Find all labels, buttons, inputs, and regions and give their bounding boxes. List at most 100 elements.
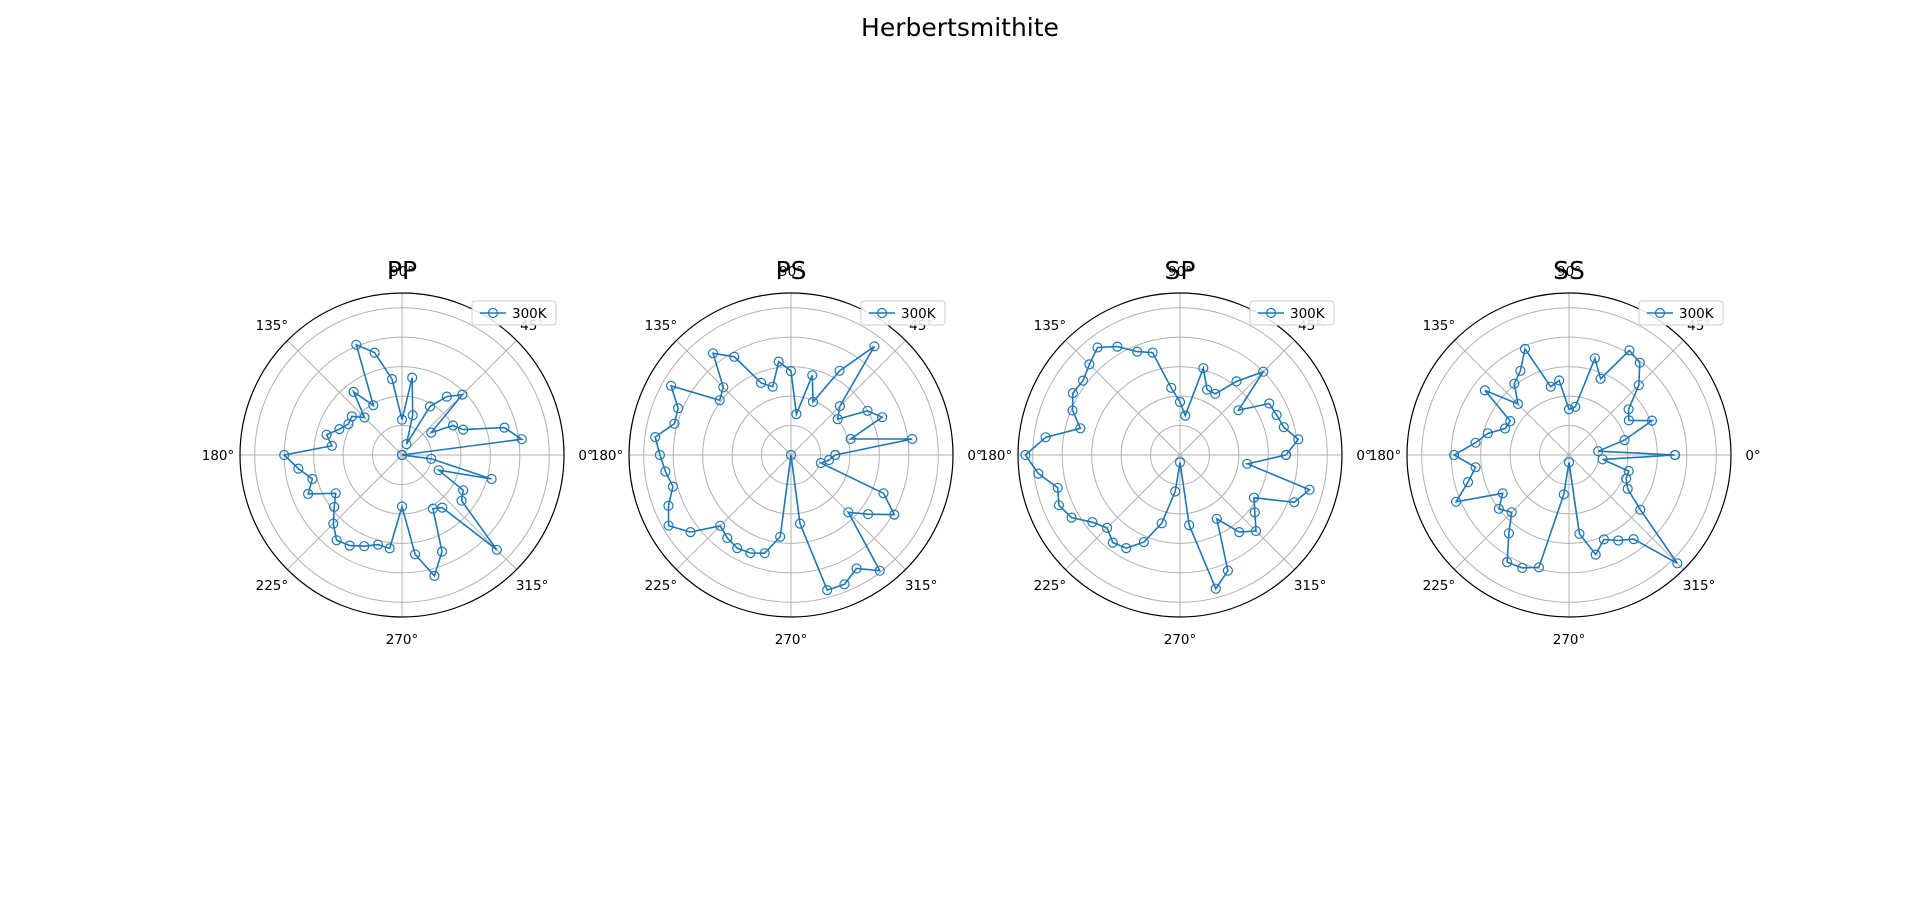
data-point <box>745 547 756 559</box>
theta-tick-label: 0° <box>1745 448 1760 464</box>
data-point <box>1280 449 1292 461</box>
data-point <box>1493 503 1505 514</box>
theta-tick-label: 180° <box>591 448 624 464</box>
data-point <box>1231 376 1242 387</box>
theta-grid-line-225 <box>676 454 792 570</box>
data-point <box>1067 405 1078 416</box>
theta-grid-line-45 <box>790 340 906 456</box>
data-point <box>834 401 846 412</box>
data-point <box>410 549 421 560</box>
data-point <box>1512 398 1524 410</box>
data-point <box>667 481 679 492</box>
data-point <box>1138 536 1150 548</box>
data-point <box>1087 517 1098 528</box>
data-point <box>1450 496 1462 507</box>
theta-tick-label: 90° <box>390 264 414 280</box>
data-point <box>396 414 408 425</box>
data-point <box>1184 519 1195 531</box>
data-point <box>1620 473 1632 484</box>
data-point <box>1293 434 1304 445</box>
data-point <box>369 347 380 358</box>
data-point <box>889 509 900 520</box>
data-point <box>343 419 354 430</box>
data-point <box>1092 342 1103 353</box>
data-point <box>1646 415 1658 426</box>
data-point <box>767 381 778 392</box>
data-point <box>785 366 797 377</box>
data-point <box>1628 533 1639 545</box>
data-point <box>878 488 889 499</box>
data-point <box>1517 562 1528 574</box>
data-point <box>293 463 304 474</box>
theta-grid-line-135 <box>287 340 403 456</box>
theta-tick-label: 225° <box>1423 578 1456 594</box>
data-point <box>348 386 359 397</box>
data-point <box>669 418 680 429</box>
data-point <box>1623 415 1635 426</box>
data-point <box>326 440 337 451</box>
data-point <box>1624 345 1635 356</box>
data-point <box>330 488 341 499</box>
data-point <box>773 356 784 367</box>
data-point <box>1505 416 1516 427</box>
series-line-300K <box>654 345 913 592</box>
data-point <box>862 509 874 520</box>
legend-marker <box>1265 307 1277 319</box>
data-point <box>1570 401 1581 412</box>
data-point <box>491 544 502 555</box>
data-point <box>368 400 379 411</box>
data-point <box>830 449 841 461</box>
data-point <box>874 565 885 576</box>
data-point <box>1020 449 1031 461</box>
theta-tick-label: 225° <box>256 578 289 594</box>
legend-frame <box>860 300 946 326</box>
data-point <box>1623 404 1634 415</box>
data-point <box>1597 454 1608 465</box>
data-point <box>1563 404 1575 415</box>
theta-tick-label: 270° <box>386 632 419 648</box>
data-point <box>718 382 729 393</box>
data-point <box>1033 468 1044 479</box>
data-point <box>869 341 880 352</box>
data-point <box>1482 428 1494 439</box>
theta-tick-label: 225° <box>645 578 678 594</box>
legend-label: 300K <box>1679 306 1715 322</box>
panel-title: PP <box>387 256 417 285</box>
data-point <box>457 389 468 400</box>
data-point <box>437 502 448 513</box>
theta-tick-label: 270° <box>1164 632 1197 648</box>
data-point <box>1623 465 1634 477</box>
legend-frame <box>471 300 557 326</box>
data-point <box>759 548 770 559</box>
theta-grid-line-45 <box>1179 340 1295 456</box>
polar-spine <box>628 292 954 618</box>
data-point <box>1506 507 1517 518</box>
data-point <box>1622 483 1633 494</box>
data-point <box>1595 373 1606 384</box>
data-point <box>1180 410 1191 421</box>
data-point <box>843 507 854 518</box>
data-point <box>1634 357 1645 368</box>
data-point <box>1166 382 1177 393</box>
theta-tick-label: 90° <box>1168 264 1192 280</box>
data-point <box>1558 489 1569 500</box>
data-point <box>1509 378 1520 389</box>
data-point <box>1234 526 1245 538</box>
data-point <box>359 412 370 423</box>
data-point <box>1121 542 1132 554</box>
data-point <box>1077 375 1089 386</box>
data-point <box>1672 558 1683 569</box>
data-point <box>458 485 469 496</box>
data-point <box>1258 366 1269 377</box>
data-point <box>307 473 318 485</box>
legend-label: 300K <box>1290 306 1326 322</box>
polar-spine <box>239 292 565 618</box>
data-point <box>1545 381 1556 392</box>
data-point <box>834 365 845 376</box>
data-point <box>1201 384 1213 395</box>
data-point <box>845 433 856 445</box>
data-point <box>732 542 743 554</box>
